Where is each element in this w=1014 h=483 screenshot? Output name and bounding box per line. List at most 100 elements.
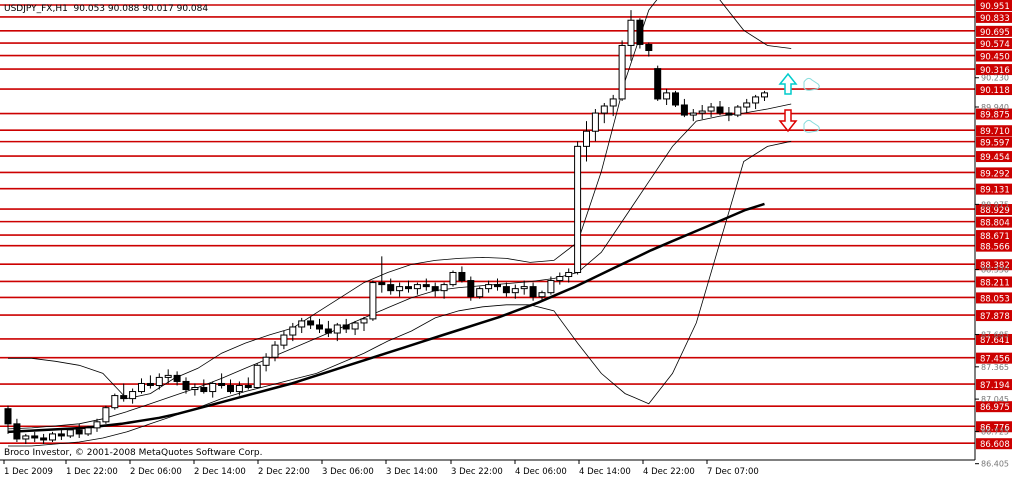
candle-body-bear: [654, 68, 662, 100]
candle-body-bear: [57, 433, 65, 437]
candle-body-bull: [591, 112, 599, 132]
level-label: 89.292: [980, 169, 1010, 179]
candle-body-bull: [49, 433, 56, 441]
ohlc-values: 90.053 90.088 90.017 90.084: [73, 4, 209, 14]
candle-body-bull: [351, 322, 359, 330]
candle-body-bull: [333, 324, 341, 334]
candle-body-bear: [405, 286, 412, 290]
candle-body-bull: [298, 320, 306, 328]
candle-body-bull: [138, 382, 145, 393]
level-label-bg: [976, 0, 1012, 11]
candle-body-bull: [164, 374, 172, 378]
level-label: 88.382: [980, 261, 1010, 271]
time-tick-label: 4 Dec 14:00: [579, 467, 631, 477]
moving-average: [7, 202, 765, 434]
bollinger-bands: [7, 0, 792, 447]
level-label-bg: [976, 11, 1012, 23]
time-tick-label: 7 Dec 07:00: [707, 467, 759, 477]
candle-body-bull: [538, 292, 546, 298]
level-label-bg: [976, 259, 1012, 271]
time-tick-label: 2 Dec 14:00: [194, 467, 246, 477]
candle-body-bear: [173, 374, 181, 382]
candle-body-bull: [66, 429, 74, 437]
candle-body-bull: [520, 286, 528, 290]
support-resistance-levels: [0, 4, 975, 445]
level-label: 90.450: [980, 53, 1010, 63]
time-tick-label: 2 Dec 06:00: [130, 467, 182, 477]
candle-body-bear: [529, 286, 537, 298]
candle-body-bull: [476, 288, 484, 298]
candle-body-bear: [218, 382, 226, 386]
level-label: 90.118: [980, 86, 1010, 96]
candle-body-bear: [636, 19, 644, 45]
candle-body-bull: [191, 387, 199, 391]
up-arrow-icon[interactable]: [778, 72, 798, 95]
candle-body-bull: [618, 44, 626, 100]
level-label: 89.710: [980, 127, 1010, 137]
level-label-bg: [976, 167, 1012, 179]
candle-body-bear: [120, 395, 128, 400]
candle-body-bull: [440, 284, 448, 292]
copyright-text: Broco Investor, © 2001-2008 MetaQuotes S…: [4, 448, 263, 458]
candle-body-bear: [422, 284, 430, 288]
candle-body-bear: [378, 282, 386, 286]
level-label: 86.608: [980, 440, 1010, 450]
candle-body-bull: [93, 421, 101, 429]
ma-line: [7, 202, 765, 434]
candle-body-bull: [752, 96, 760, 104]
level-label-bg: [976, 240, 1012, 252]
time-tick-label: 1 Dec 2009: [4, 467, 53, 477]
candle-body-bull: [84, 427, 92, 435]
level-label: 87.641: [980, 336, 1010, 346]
candle-body-bull: [574, 145, 582, 273]
level-label-bg: [976, 136, 1012, 148]
level-label: 90.574: [980, 40, 1010, 50]
price-tick-label: 88.330: [981, 265, 1009, 274]
candle-body-bull: [511, 288, 519, 294]
level-label-bg: [976, 64, 1012, 76]
level-label-bg: [976, 438, 1012, 450]
price-axis: 90.951 90.833 90.695 90.574 90.450 90.316 90.1…: [975, 0, 1012, 469]
candle-body-bear: [4, 408, 12, 425]
level-label-bg: [976, 230, 1012, 242]
candle-body-bull: [734, 106, 742, 116]
level-label: 89.454: [980, 153, 1010, 163]
level-label-bg: [976, 50, 1012, 62]
level-label-bg: [976, 84, 1012, 96]
candle-body-bull: [707, 106, 715, 112]
level-label: 87.194: [980, 381, 1010, 391]
level-label-bg: [976, 25, 1012, 37]
candle-body-bull: [689, 112, 697, 116]
price-tick-label: 87.365: [981, 363, 1009, 372]
level-label-bg: [976, 292, 1012, 304]
candle-body-bear: [680, 104, 688, 116]
candlesticks: [4, 10, 768, 445]
candle-body-bear: [672, 92, 679, 106]
level-label: 90.695: [980, 28, 1010, 38]
candle-body-bull: [485, 284, 493, 290]
candle-body-bull: [271, 344, 279, 358]
level-label: 89.131: [980, 186, 1010, 196]
candle-body-bull: [609, 98, 617, 107]
candle-body-bear: [31, 435, 39, 439]
candle-body-bear: [467, 280, 475, 298]
candle-body-bull: [627, 19, 635, 46]
candle-body-bull: [556, 276, 564, 282]
candle-body-bull: [743, 102, 751, 108]
candle-body-bull: [360, 318, 368, 324]
level-label-bg: [976, 333, 1012, 345]
price-tick-label: 86.405: [981, 460, 1009, 469]
candle-body-bear: [494, 284, 501, 288]
down-arrow-icon[interactable]: [778, 109, 798, 133]
candle-body-bull: [289, 326, 297, 336]
candle-body-bull: [155, 376, 163, 386]
candle-body-bear: [13, 423, 21, 440]
candle-body-bear: [307, 320, 315, 326]
candle-body-bear: [316, 324, 323, 330]
candle-body-bull: [547, 280, 555, 294]
candle-body-bear: [725, 112, 733, 116]
candle-body-bull: [583, 130, 590, 147]
time-tick-label: 3 Dec 22:00: [451, 467, 503, 477]
